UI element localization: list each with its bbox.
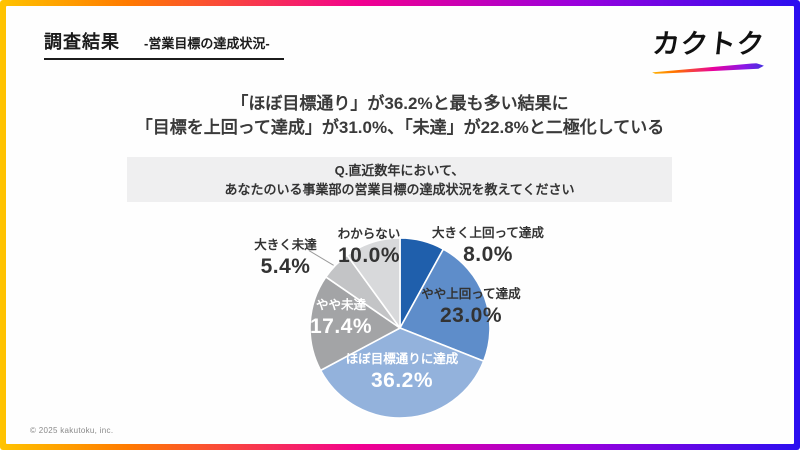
slide: 調査結果 -営業目標の達成状況- カクトク 「ほぼ目標通り」が36.2%と最も多い…	[6, 6, 794, 444]
headline-line-1: 「ほぼ目標通り」が36.2%と最も多い結果に	[231, 94, 569, 113]
slide-title-block: 調査結果 -営業目標の達成状況-	[44, 28, 284, 60]
pie-label-roughly-on-target: ほぼ目標通りに達成 36.2%	[345, 352, 459, 392]
copyright: © 2025 kakutoku, inc.	[30, 426, 114, 435]
pie-slice-slightly-missed	[309, 276, 401, 372]
pie-slice-slightly-exceeded	[399, 248, 491, 362]
pie-slice-dont-know	[346, 237, 401, 329]
headline: 「ほぼ目標通り」が36.2%と最も多い結果に 「目標を上回って達成」が31.0%…	[6, 92, 794, 140]
pie-label-slightly-exceeded: やや上回って達成 23.0%	[421, 287, 521, 327]
question-box: Q.直近数年において、 あなたのいる事業部の営業目標の達成状況を教えてください	[127, 157, 672, 202]
headline-line-2: 「目標を上回って達成」が31.0%、「未達」が22.8%と二極化している	[135, 118, 665, 137]
pie-label-dont-know: わからない 10.0%	[337, 227, 401, 267]
pie-label-greatly-missed: 大きく未達 5.4%	[254, 238, 317, 278]
pie-slice-roughly-on-target	[319, 327, 485, 419]
pie-label-greatly-exceeded: 大きく上回って達成 8.0%	[432, 226, 544, 266]
pie-svg	[309, 237, 491, 419]
question-line-2: あなたのいる事業部の営業目標の達成状況を教えてください	[224, 182, 575, 197]
page-subtitle: -営業目標の達成状況-	[144, 36, 270, 51]
pie-label-slightly-missed: やや未達 17.4%	[309, 298, 373, 338]
page-title: 調査結果	[44, 32, 120, 52]
pie-chart: 大きく上回って達成 8.0% やや上回って達成 23.0% ほぼ目標通りに達成 …	[6, 6, 794, 444]
question-line-1: Q.直近数年において、	[334, 163, 465, 178]
